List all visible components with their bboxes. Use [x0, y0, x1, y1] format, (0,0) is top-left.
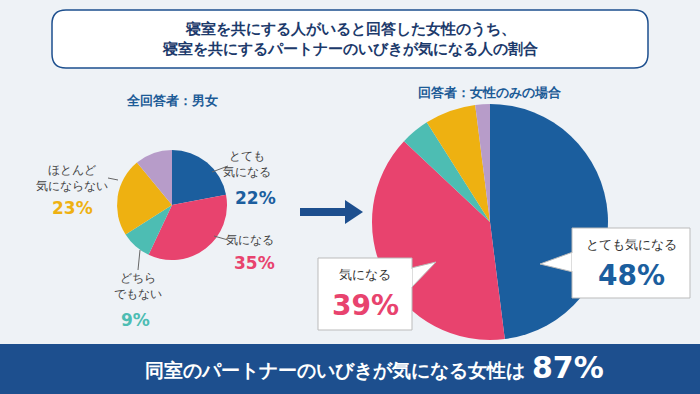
svg-text:回答者：女性のみの場合: 回答者：女性のみの場合	[418, 85, 561, 100]
svg-text:寝室を共にする人がいると回答した女性のうち、寝室を共にするパ: 寝室を共にする人がいると回答した女性のうち、寝室を共にするパートナーのいびきが気…	[162, 20, 538, 58]
svg-text:気になる: 気になる	[226, 233, 274, 247]
svg-text:9%: 9%	[121, 310, 150, 330]
svg-text:どちらでもない: どちらでもない	[114, 271, 162, 301]
svg-text:全回答者：男女: 全回答者：男女	[126, 93, 218, 108]
svg-text:同室のパートナーのいびきが気になる女性は: 同室のパートナーのいびきが気になる女性は	[145, 359, 525, 381]
svg-text:ほとんど気にならない: ほとんど気にならない	[36, 163, 108, 193]
svg-text:22%: 22%	[235, 188, 276, 208]
svg-text:気になる: 気になる	[339, 267, 391, 282]
svg-text:87%: 87%	[532, 350, 604, 385]
svg-text:48%: 48%	[598, 259, 665, 292]
svg-text:とても気になる: とても気になる	[586, 237, 677, 252]
svg-text:35%: 35%	[234, 253, 275, 273]
svg-text:23%: 23%	[52, 198, 93, 218]
svg-text:39%: 39%	[332, 289, 399, 322]
svg-text:とても気になる: とても気になる	[223, 149, 271, 179]
